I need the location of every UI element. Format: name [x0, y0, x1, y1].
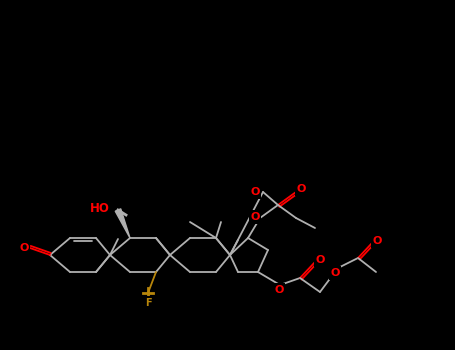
Text: O: O [315, 255, 325, 265]
Text: O: O [250, 187, 260, 197]
Text: O: O [19, 243, 29, 253]
Polygon shape [115, 209, 130, 238]
Text: O: O [296, 184, 306, 194]
Text: HO: HO [90, 203, 110, 216]
Text: F: F [145, 298, 152, 308]
Text: O: O [330, 268, 340, 278]
Text: O: O [372, 236, 382, 246]
Text: O: O [250, 212, 260, 222]
Text: O: O [274, 285, 283, 295]
